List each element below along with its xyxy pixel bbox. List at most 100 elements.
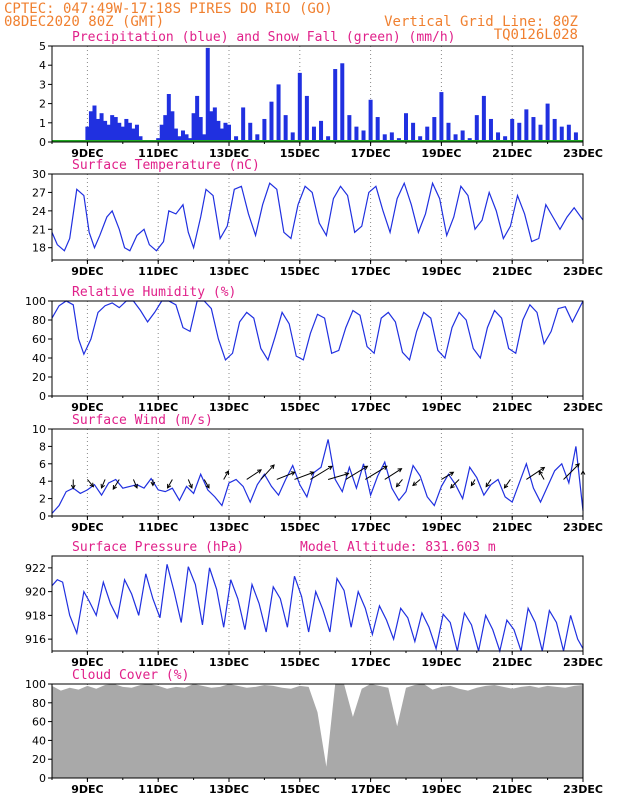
x-tick-label: 15DEC <box>280 521 320 534</box>
precip-bar <box>446 122 451 142</box>
wind-arrow-shaft <box>365 465 388 480</box>
y-tick-label: 100 <box>25 295 46 308</box>
y-tick-label: 1 <box>39 117 46 130</box>
precip-bar <box>347 115 352 142</box>
y-tick-label: 0 <box>39 772 46 785</box>
wind-arrow-head <box>290 471 296 476</box>
precip-bar <box>319 120 324 142</box>
x-tick-label: 19DEC <box>421 656 461 669</box>
x-tick-label: 23DEC <box>563 783 603 796</box>
precip-bar <box>96 118 101 142</box>
panel-temp: 18 21 24 27 30 9DEC 11DEC 13DEC 15DEC 17DEC 19DEC 2… <box>32 158 603 278</box>
y-tick-label: 40 <box>32 352 46 365</box>
x-tick-label: 17DEC <box>351 401 391 414</box>
precip-bar <box>88 111 93 142</box>
wind-arrow-shaft <box>327 472 349 480</box>
panel-cloud: 0 20 40 60 80 100 9DEC 11DEC 13DEC 15DEC 17DEC 19DE… <box>25 668 603 796</box>
y-tick-label: 30 <box>32 168 46 181</box>
precip-bar <box>117 122 122 142</box>
y-tick-label: 60 <box>32 716 46 729</box>
precip-bar <box>375 117 380 142</box>
x-tick-label: 11DEC <box>138 401 178 414</box>
wind-arrow-shaft <box>260 464 275 480</box>
model-code: TQ0126L028 <box>494 27 578 43</box>
precip-bar <box>404 113 408 142</box>
wind-arrow-head <box>363 465 369 470</box>
precip-bar <box>212 107 217 142</box>
x-tick-label: 13DEC <box>209 656 249 669</box>
wind-arrow-shaft <box>310 465 333 480</box>
x-tick-label: 23DEC <box>563 656 603 669</box>
y-tick-label: 27 <box>32 186 46 199</box>
x-tick-label: 19DEC <box>421 401 461 414</box>
precip-bar <box>488 118 493 142</box>
precip-bar <box>283 115 288 142</box>
panel-wind: 0 2 4 6 8 10 9DEC 11DEC 13DEC 15DEC 17DEC 19DEC 21DE… <box>32 413 603 534</box>
precip-bar <box>276 84 281 142</box>
wind-arrow-head <box>188 483 193 489</box>
precip-bar <box>326 136 331 142</box>
wind-arrow-shaft <box>471 479 476 486</box>
precip-bar <box>234 136 239 142</box>
x-tick-label: 13DEC <box>209 783 249 796</box>
x-tick-label: 21DEC <box>492 783 532 796</box>
panel-title-temp: Surface Temperature (nC) <box>72 158 260 173</box>
precip-bar <box>566 124 571 142</box>
y-tick-label: 5 <box>39 40 46 53</box>
x-tick-label: 21DEC <box>492 147 532 160</box>
precip-bar <box>524 109 529 142</box>
wind-arrow-shaft <box>450 479 460 489</box>
wind-arrow-head <box>167 483 172 489</box>
precip-bar <box>131 128 136 142</box>
wind-arrow-head <box>503 483 509 489</box>
precip-bar <box>290 132 295 142</box>
x-tick-label: 21DEC <box>492 265 532 278</box>
precip-bar <box>333 69 338 142</box>
wind-arrow-head <box>382 465 388 470</box>
precip-bar <box>205 47 210 142</box>
precip-bar <box>255 134 260 142</box>
x-tick-label: 19DEC <box>421 521 461 534</box>
wind-arrow-head <box>70 484 76 490</box>
wind-arrow-shaft <box>396 479 403 487</box>
x-tick-label: 11DEC <box>138 783 178 796</box>
precip-bar <box>198 117 203 142</box>
x-tick-label: 23DEC <box>563 401 603 414</box>
x-tick-label: 15DEC <box>280 147 320 160</box>
x-tick-label: 17DEC <box>351 147 391 160</box>
wind-arrow-head <box>257 469 262 474</box>
series-line-pres <box>51 564 584 654</box>
wind-arrow-head <box>395 482 401 488</box>
precip-bar <box>85 126 90 142</box>
panel-title-rh: Relative Humidity (%) <box>72 285 236 300</box>
wind-arrow-head <box>470 481 476 487</box>
y-tick-label: 21 <box>32 223 46 236</box>
x-tick-label: 21DEC <box>492 401 532 414</box>
y-tick-label: 2 <box>39 98 46 111</box>
x-tick-label: 15DEC <box>280 401 320 414</box>
y-tick-label: 0 <box>39 390 46 403</box>
precip-bar <box>191 113 196 142</box>
wind-arrow-head <box>224 470 230 476</box>
precip-bar <box>195 95 200 142</box>
precip-bar <box>559 126 564 142</box>
precip-bar <box>120 126 125 142</box>
precip-bar <box>510 118 515 142</box>
wind-arrow-shaft <box>187 479 193 489</box>
panel-precip: 0 1 2 3 4 5 9DEC 11DEC 13DEC 15DEC 17DEC 19DEC 21DEC… <box>39 30 603 160</box>
y-tick-label: 922 <box>25 562 46 575</box>
precip-bar <box>517 122 522 142</box>
x-tick-label: 13DEC <box>209 521 249 534</box>
precip-bar <box>382 134 387 142</box>
precip-bar <box>99 113 104 142</box>
precip-bar <box>354 126 359 142</box>
precip-bar <box>304 95 309 142</box>
wind-arrow-shaft <box>538 470 545 480</box>
x-tick-label: 17DEC <box>351 783 391 796</box>
x-tick-label: 15DEC <box>280 656 320 669</box>
y-tick-label: 4 <box>39 59 46 72</box>
wind-arrow-head <box>344 472 350 477</box>
y-tick-label: 2 <box>39 493 46 506</box>
panel-subtitle-pres: Model Altitude: 831.603 m <box>300 540 496 555</box>
cloud-cover-area <box>52 684 583 778</box>
